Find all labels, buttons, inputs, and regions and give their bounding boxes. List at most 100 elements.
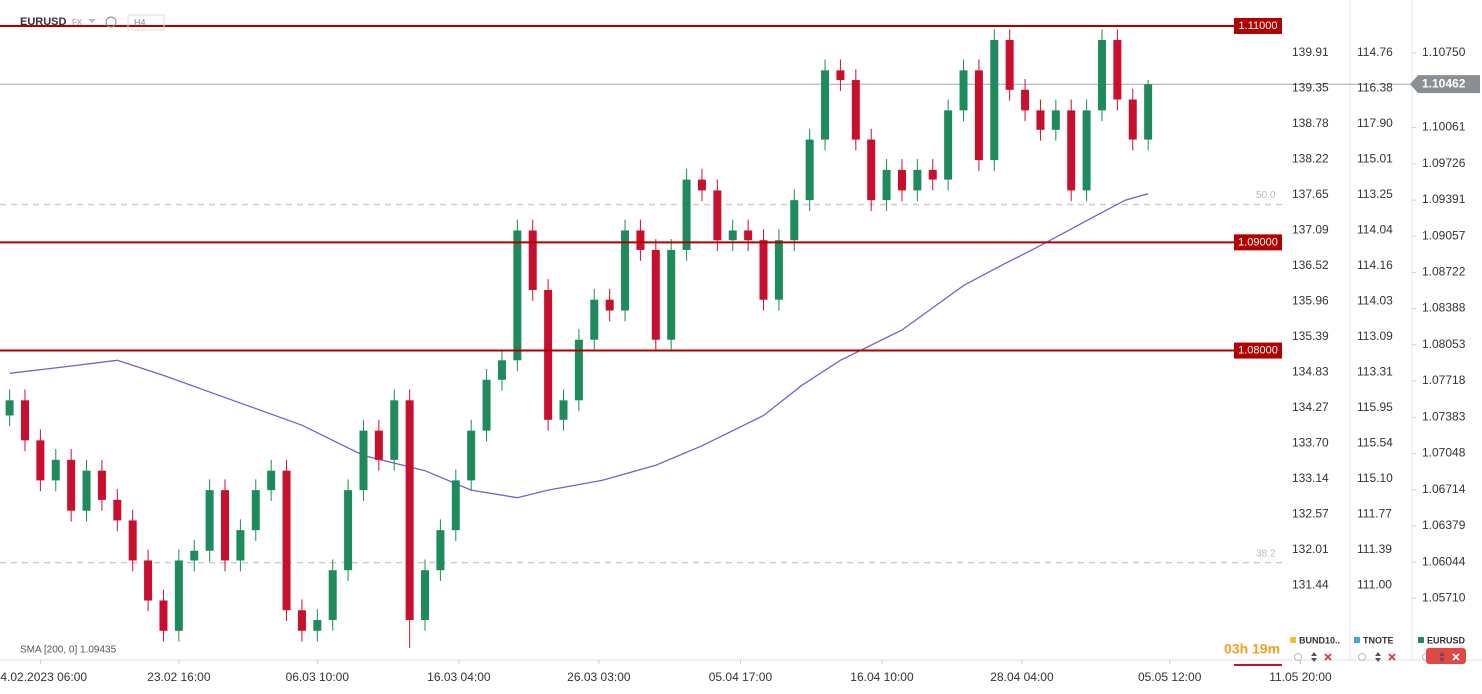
candle-body [559,400,568,420]
close-icon[interactable] [1324,653,1332,661]
candle-body [328,570,337,620]
bund-label: 132.01 [1292,542,1329,556]
candle-body [744,230,753,241]
candle-body [1097,40,1106,111]
y-tick-label: 1.07383 [1422,409,1466,423]
candle-body [867,139,876,201]
x-tick-label: 05.04 17:00 [709,670,773,684]
candle-body [497,360,506,380]
candle-body [82,470,91,511]
tnote-label: 111.77 [1357,507,1392,521]
candle-body [205,490,214,551]
y-tick-label: 1.06044 [1422,554,1466,568]
current-price-label: 1.10462 [1422,76,1466,90]
candle-body [851,80,860,140]
bund-label: 137.09 [1292,223,1329,237]
candle-body [1036,110,1045,130]
bund-label: 138.22 [1292,152,1329,166]
candle-body [436,530,445,571]
bund-label: 135.96 [1292,294,1329,308]
candle-body [267,470,276,491]
candle-body [51,459,60,481]
candle-body [359,430,368,491]
candle-body [113,499,122,521]
candle-body [574,339,583,401]
bund-label: 136.52 [1292,258,1329,272]
tnote-label: 115.54 [1357,436,1393,450]
y-tick-label: 1.09726 [1422,156,1466,170]
visibility-icon[interactable] [1294,653,1302,661]
y-tick-label: 1.07048 [1422,446,1466,460]
x-tick-label: 23.02 16:00 [147,670,211,684]
market: FX [72,18,83,27]
candle-body [913,169,922,191]
candle-body [897,169,906,191]
candle-body [805,139,814,201]
order-icon[interactable] [1439,652,1445,662]
close-icon[interactable] [1388,653,1396,661]
interval[interactable]: H4 [134,17,146,27]
tnote-label: 114.03 [1357,294,1393,308]
y-tick-label: 1.09057 [1422,228,1466,242]
tnote-label: 111.39 [1357,542,1392,556]
candle-body [1113,40,1122,100]
fib-label: 50.0 [1256,190,1276,201]
bund-label: 135.39 [1292,329,1329,343]
tnote-label: 114.76 [1357,45,1393,59]
interval-box[interactable] [127,14,165,31]
y-tick-label: 1.05710 [1422,590,1466,604]
candle-body [821,70,830,140]
candle-body [605,299,614,311]
candle-body [1051,110,1060,130]
order-icon[interactable] [1311,652,1317,662]
candle-body [928,169,937,180]
x-tick-label: 11.05 20:00 [1269,670,1332,684]
bund-label: 138.78 [1292,116,1329,130]
y-tick-label: 1.06714 [1422,482,1466,496]
symbol[interactable]: EURUSD [20,16,67,28]
dropdown-icon[interactable] [88,19,96,23]
tnote-label: 113.25 [1357,187,1393,201]
candle-body [697,179,706,191]
candle-body [759,240,768,300]
info-icon[interactable] [105,16,117,28]
candle-body [144,560,153,601]
candle-body [713,190,722,241]
candle-body [344,490,353,571]
price-level-label: 1.11000 [1239,20,1278,32]
candle-body [1128,99,1137,140]
tnote-label: 115.01 [1357,152,1393,166]
visibility-icon[interactable] [1358,653,1366,661]
instrument-name[interactable]: TNOTE [1363,635,1394,645]
order-icon[interactable] [1375,652,1381,662]
instrument-name[interactable]: EURUSD [1427,635,1466,645]
candle-body [651,249,660,340]
candle-body [159,600,168,631]
fib-label: 38.2 [1256,548,1276,559]
candle-body [282,470,291,611]
candle-body [36,440,45,481]
candle-body [882,169,891,201]
candle-body [728,230,737,241]
tnote-label: 117.90 [1357,116,1393,130]
candle-body [544,289,553,420]
close-icon[interactable] [1452,653,1460,661]
bund-label: 134.83 [1292,365,1329,379]
candle-body [990,40,999,161]
candle-body [467,430,476,481]
x-tick-label: 16.03 04:00 [427,670,491,684]
candle-body [5,400,14,416]
instrument-name[interactable]: BUND10.. [1299,635,1340,645]
candle-body [21,400,30,441]
x-tick-label: 14.02.2023 06:00 [0,670,87,684]
y-tick-label: 1.08053 [1422,337,1466,351]
x-tick-label: 26.03 03:00 [567,670,631,684]
price-level-label: 1.09000 [1238,236,1278,248]
tnote-label: 114.16 [1357,258,1393,272]
active-button [1426,648,1466,664]
x-tick-label: 28.04 04:00 [990,670,1054,684]
y-tick-label: 1.10061 [1422,120,1466,134]
bund-label: 133.14 [1292,471,1329,485]
sma-legend[interactable]: SMA [200, 0] 1.09435 [20,645,117,656]
tnote-label: 116.38 [1357,81,1393,95]
